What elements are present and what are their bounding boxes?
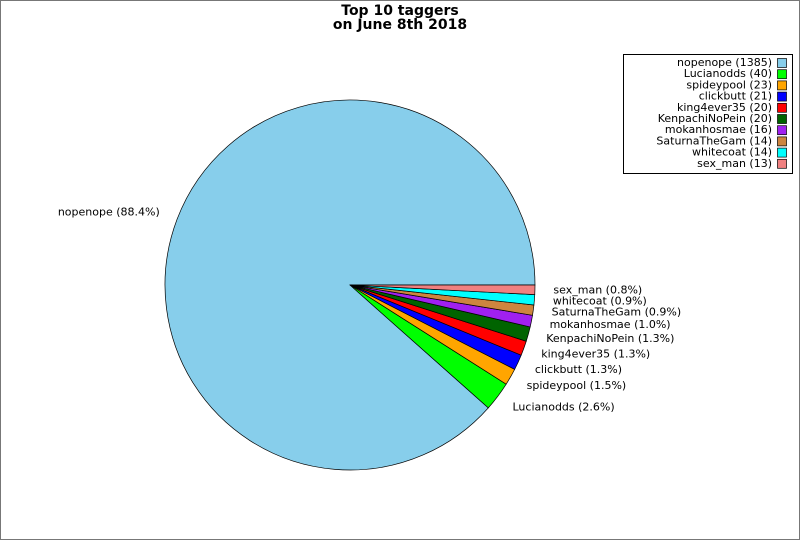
legend-label: whitecoat (14): [692, 146, 772, 159]
legend-swatch: [777, 91, 787, 102]
slice-label: spideypool (1.5%): [527, 379, 627, 392]
legend-swatch: [777, 102, 787, 113]
legend-label: KenpachiNoPein (20): [658, 112, 772, 125]
slice-label: sex_man (0.8%): [553, 283, 642, 296]
legend-swatch: [777, 114, 787, 124]
legend-label: king4ever35 (20): [677, 101, 772, 114]
slice-label: mokanhosmae (1.0%): [550, 318, 671, 331]
legend-label: mokanhosmae (16): [665, 123, 772, 136]
legend-label: SaturnaTheGam (14): [656, 134, 772, 147]
slice-label: nopenope (88.4%): [58, 206, 160, 219]
legend-label: nopenope (1385): [677, 56, 772, 69]
slice-label: king4ever35 (1.3%): [541, 348, 650, 361]
legend-swatch: [777, 147, 787, 158]
legend-swatch: [777, 136, 787, 147]
legend-label: sex_man (13): [697, 157, 772, 170]
legend-swatch: [777, 125, 787, 136]
pie-slice: [164, 99, 536, 471]
legend-label: clickbutt (21): [699, 90, 772, 103]
legend-swatch: [777, 158, 787, 169]
slice-label: clickbutt (1.3%): [535, 363, 622, 376]
chart-title: on June 8th 2018: [333, 17, 467, 33]
slice-label: SaturnaTheGam (0.9%): [552, 306, 682, 319]
legend-swatch: [777, 58, 787, 68]
legend-box: [623, 54, 793, 174]
slice-label: KenpachiNoPein (1.3%): [546, 332, 674, 345]
slice-label: Lucianodds (2.6%): [512, 401, 614, 414]
legend-swatch: [777, 80, 787, 91]
legend-label: spideypool (23): [686, 78, 772, 91]
chart-title: Top 10 taggers: [341, 3, 458, 19]
legend-label: Lucianodds (40): [684, 67, 772, 80]
pie-slice: [349, 284, 536, 296]
slice-label: whitecoat (0.9%): [553, 294, 647, 307]
legend-swatch: [777, 69, 787, 80]
